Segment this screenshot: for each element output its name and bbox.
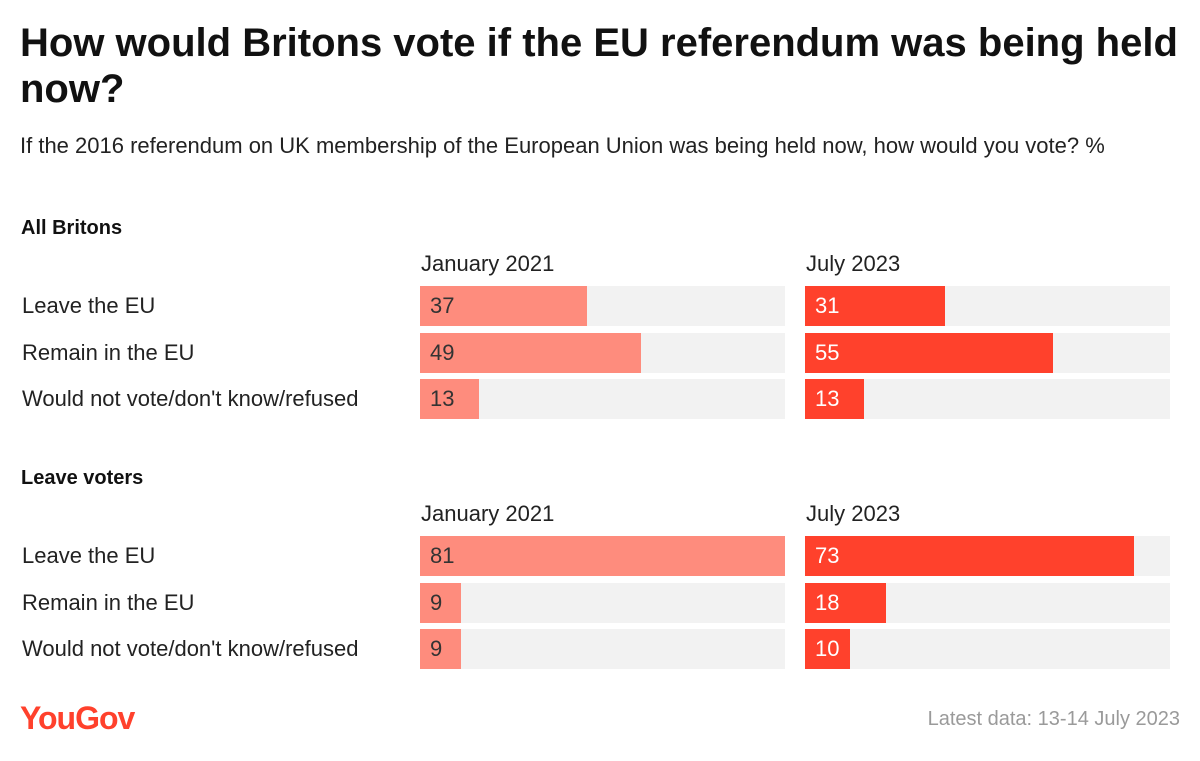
bar	[805, 583, 886, 623]
bar-track: 10	[805, 629, 1170, 669]
bar-value-label: 55	[815, 340, 840, 365]
bar	[420, 536, 785, 576]
row-label-leave: Leave the EU	[22, 293, 156, 318]
bar	[805, 286, 945, 326]
column-header-january-2021: January 2021	[421, 251, 555, 276]
bar	[420, 333, 641, 373]
bar-track: 73	[805, 536, 1170, 576]
bar	[805, 629, 850, 669]
column-header-july-2023: July 2023	[806, 251, 901, 276]
bar-value-label: 81	[430, 543, 455, 568]
bar	[420, 629, 461, 669]
row-label-remain: Remain in the EU	[22, 590, 195, 615]
bar-value-label: 31	[815, 293, 840, 318]
bar	[805, 333, 1053, 373]
bar-value-label: 13	[430, 386, 455, 411]
bar-track: 18	[805, 583, 1170, 623]
section-all-britons: All Britons January 2021 July 2023 Leave…	[0, 217, 1200, 427]
bar	[420, 379, 479, 419]
bar	[805, 536, 1134, 576]
bar-value-label: 18	[815, 590, 840, 615]
column-header-january-2021: January 2021	[421, 501, 555, 526]
bar-track: 55	[805, 333, 1170, 373]
bar-value-label: 9	[430, 590, 443, 615]
row-label-remain: Remain in the EU	[22, 340, 195, 365]
section-title: All Britons	[21, 217, 123, 239]
yougov-logo: YouGov	[20, 700, 135, 736]
bar-value-label: 49	[430, 340, 455, 365]
row-label-leave: Leave the EU	[22, 543, 156, 568]
bar-track: 9	[420, 629, 785, 669]
row-label-would-not-vote: Would not vote/don't know/refused	[22, 636, 359, 661]
row-label-would-not-vote: Would not vote/don't know/refused	[22, 386, 359, 411]
bar-track: 81	[420, 536, 785, 576]
column-header-july-2023: July 2023	[806, 501, 901, 526]
bar-value-label: 10	[815, 636, 840, 661]
bar	[420, 286, 587, 326]
bar	[805, 379, 864, 419]
bar-value-label: 13	[815, 386, 840, 411]
bar-track: 37	[420, 286, 785, 326]
bar-track: 13	[420, 379, 785, 419]
bar-value-label: 37	[430, 293, 455, 318]
chart-title: How would Britons vote if the EU referen…	[20, 21, 1178, 111]
latest-data-note: Latest data: 13-14 July 2023	[927, 708, 1180, 730]
bar-track: 13	[805, 379, 1170, 419]
section-title: Leave voters	[21, 467, 144, 489]
bar-value-label: 9	[430, 636, 443, 661]
bar-value-label: 73	[815, 543, 840, 568]
section-leave-voters: Leave voters January 2021 July 2023 Leav…	[0, 467, 1200, 677]
bar	[420, 583, 461, 623]
chart-subtitle: If the 2016 referendum on UK membership …	[20, 133, 1105, 158]
bar-track: 49	[420, 333, 785, 373]
bar-track: 9	[420, 583, 785, 623]
bar-track: 31	[805, 286, 1170, 326]
